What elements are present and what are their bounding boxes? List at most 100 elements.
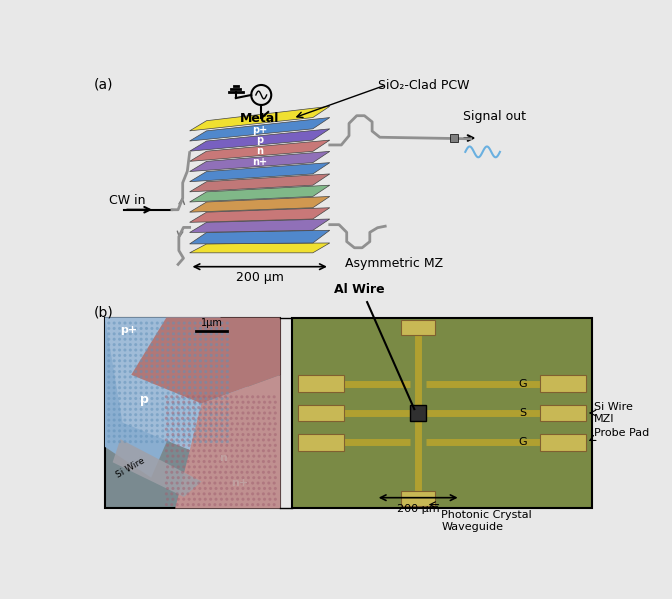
Circle shape — [113, 381, 116, 384]
Circle shape — [113, 413, 116, 416]
Circle shape — [113, 327, 116, 330]
Circle shape — [224, 492, 227, 495]
Circle shape — [170, 492, 173, 495]
Circle shape — [177, 359, 180, 362]
Circle shape — [263, 455, 266, 458]
Text: p: p — [140, 394, 149, 407]
Circle shape — [166, 444, 169, 447]
Circle shape — [124, 397, 126, 400]
Circle shape — [113, 349, 116, 352]
Circle shape — [177, 338, 180, 341]
Circle shape — [134, 381, 137, 384]
Circle shape — [224, 395, 227, 398]
Circle shape — [151, 403, 153, 406]
Circle shape — [165, 460, 168, 463]
Circle shape — [230, 476, 234, 479]
Circle shape — [177, 327, 180, 330]
Circle shape — [183, 403, 185, 406]
Circle shape — [161, 354, 164, 357]
Circle shape — [197, 449, 200, 452]
Circle shape — [134, 392, 137, 395]
Circle shape — [118, 435, 121, 438]
Circle shape — [257, 465, 261, 468]
Circle shape — [156, 403, 159, 406]
Circle shape — [188, 359, 191, 362]
Circle shape — [268, 498, 271, 501]
Circle shape — [241, 412, 245, 415]
Circle shape — [224, 449, 227, 452]
Circle shape — [210, 327, 213, 330]
Circle shape — [263, 465, 266, 468]
Circle shape — [220, 440, 224, 443]
Circle shape — [267, 460, 270, 463]
Circle shape — [151, 419, 153, 422]
Text: n: n — [219, 453, 227, 463]
Circle shape — [167, 354, 169, 357]
Circle shape — [166, 498, 169, 501]
Circle shape — [166, 412, 169, 415]
Circle shape — [230, 422, 234, 425]
Circle shape — [210, 397, 213, 400]
Circle shape — [246, 492, 249, 495]
Circle shape — [215, 392, 218, 395]
Circle shape — [140, 435, 142, 438]
Circle shape — [140, 429, 142, 432]
Circle shape — [230, 428, 233, 431]
Circle shape — [202, 471, 206, 474]
Circle shape — [161, 403, 164, 406]
Circle shape — [220, 419, 224, 422]
Circle shape — [202, 503, 206, 506]
Circle shape — [236, 433, 239, 436]
Circle shape — [204, 408, 208, 411]
Circle shape — [140, 359, 142, 362]
Circle shape — [145, 429, 148, 432]
Circle shape — [140, 419, 142, 422]
Circle shape — [257, 492, 259, 495]
Circle shape — [273, 460, 276, 463]
Circle shape — [257, 417, 259, 420]
Circle shape — [263, 433, 266, 436]
Circle shape — [251, 438, 254, 441]
Circle shape — [215, 408, 218, 411]
Circle shape — [209, 401, 212, 404]
Circle shape — [230, 503, 233, 506]
Circle shape — [113, 354, 116, 357]
Bar — [450, 134, 458, 142]
Circle shape — [134, 354, 137, 357]
Circle shape — [226, 419, 229, 422]
Circle shape — [188, 419, 191, 422]
Circle shape — [241, 492, 243, 495]
Circle shape — [268, 444, 271, 447]
Circle shape — [183, 359, 185, 362]
Circle shape — [167, 403, 169, 406]
Circle shape — [251, 460, 254, 463]
Circle shape — [172, 359, 175, 362]
Circle shape — [263, 498, 266, 501]
Circle shape — [113, 408, 116, 411]
Circle shape — [251, 503, 254, 506]
Circle shape — [187, 412, 191, 415]
Circle shape — [186, 395, 190, 398]
Circle shape — [161, 376, 164, 379]
Circle shape — [134, 429, 137, 432]
Circle shape — [167, 386, 169, 389]
Circle shape — [129, 349, 132, 352]
Circle shape — [273, 471, 276, 474]
Circle shape — [172, 370, 175, 373]
Circle shape — [145, 408, 148, 411]
Circle shape — [215, 429, 218, 432]
Circle shape — [226, 343, 229, 346]
Circle shape — [183, 392, 185, 395]
Circle shape — [167, 440, 169, 443]
Circle shape — [113, 403, 116, 406]
Circle shape — [186, 471, 190, 474]
Circle shape — [129, 338, 132, 341]
Circle shape — [124, 392, 126, 395]
Circle shape — [183, 413, 185, 416]
Circle shape — [183, 365, 185, 368]
Circle shape — [156, 349, 159, 352]
Circle shape — [129, 322, 132, 325]
Circle shape — [151, 397, 153, 400]
Circle shape — [156, 429, 159, 432]
Circle shape — [215, 338, 218, 341]
